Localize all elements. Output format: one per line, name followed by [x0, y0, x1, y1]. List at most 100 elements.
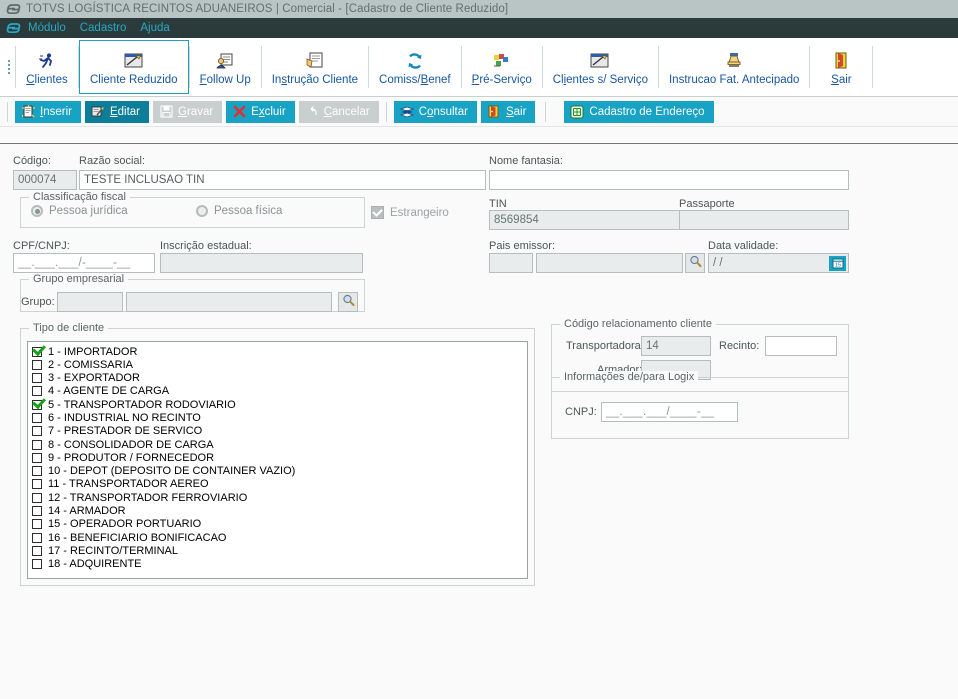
totvs-logo-icon-menubar [6, 22, 21, 34]
tipo-cliente-item[interactable]: 6 - INDUSTRIAL NO RECINTO [32, 411, 527, 424]
codigo-field[interactable]: 000074 [13, 170, 77, 190]
checkbox-icon[interactable] [32, 506, 42, 517]
estrangeiro-checkbox[interactable]: Estrangeiro [371, 206, 449, 219]
checkbox-icon[interactable] [32, 519, 42, 530]
tipo-cliente-item[interactable]: 7 - PRESTADOR DE SERVICO [32, 425, 527, 438]
red-x-icon [232, 105, 246, 119]
data-validade-label: Data validade: [708, 240, 779, 252]
tipo-cliente-item[interactable]: 4 - AGENTE DE CARGA [32, 385, 527, 398]
pais-emissor-name-input[interactable] [536, 253, 683, 273]
toolbar-item-follow-up[interactable]: Follow Up [190, 38, 261, 96]
tipo-cliente-item[interactable]: 5 - TRANSPORTADOR RODOVIARIO [32, 398, 527, 411]
checkbox-checked-icon[interactable] [32, 399, 42, 410]
tin-label: TIN [489, 198, 507, 210]
gravar-button[interactable]: Gravar [153, 100, 223, 123]
toolbar-item-label: Instrução Cliente [271, 73, 359, 86]
inserir-button[interactable]: Inserir [15, 100, 81, 123]
toolbar-item-label: Follow Up [199, 73, 251, 86]
window-titlebar: TOTVS LOGÍSTICA RECINTOS ADUANEIROS | Co… [0, 0, 958, 18]
calendar-icon[interactable]: 15 [829, 255, 846, 271]
tipo-cliente-item[interactable]: 1 - IMPORTADOR [32, 345, 527, 358]
tipo-cliente-item-label: 11 - TRANSPORTADOR AEREO [48, 478, 209, 491]
tipo-cliente-item[interactable]: 16 - BENEFICIARIO BONIFICACAO [32, 531, 527, 544]
checkbox-icon[interactable] [32, 559, 42, 570]
tipo-cliente-item-label: 18 - ADQUIRENTE [48, 558, 142, 571]
radio-pessoa-juridica[interactable]: Pessoa jurídica [31, 205, 128, 217]
cpf-cnpj-input[interactable]: __.___.___/-____-__ [13, 253, 155, 273]
grupo-code-input[interactable] [57, 292, 123, 312]
tipo-cliente-item[interactable]: 8 - CONSOLIDADOR DE CARGA [32, 438, 527, 451]
checkbox-checked-icon[interactable] [32, 346, 42, 357]
tipo-cliente-item[interactable]: 17 - RECINTO/TERMINAL [32, 544, 527, 557]
action-separator-2 [385, 101, 387, 122]
sair-button[interactable]: Sair [480, 100, 536, 123]
checkbox-icon[interactable] [32, 545, 42, 556]
tipo-cliente-item[interactable]: 11 - TRANSPORTADOR AEREO [32, 478, 527, 491]
cadastro-endereco-button[interactable]: Cadastro de Endereço [564, 100, 714, 123]
grupo-empresarial-legend: Grupo empresarial [29, 273, 129, 285]
tipo-cliente-item[interactable]: 9 - PRODUTOR / FORNECEDOR [32, 451, 527, 464]
checkbox-icon[interactable] [32, 479, 42, 490]
grupo-name-input[interactable] [126, 292, 332, 312]
data-validade-input[interactable]: / / 15 [708, 253, 849, 273]
cancelar-button[interactable]: Cancelar [298, 100, 379, 123]
tipo-cliente-item[interactable]: 18 - ADQUIRENTE [32, 558, 527, 571]
toolbar-item-clientes-sem-servico[interactable]: Clientes s/ Serviço [543, 38, 658, 96]
editar-button[interactable]: Editar [84, 100, 150, 123]
tipo-cliente-item[interactable]: 12 - TRANSPORTADOR FERROVIARIO [32, 491, 527, 504]
recinto-input[interactable] [765, 336, 837, 356]
tipo-cliente-item[interactable]: 14 - ARMADOR [32, 505, 527, 518]
checkbox-icon[interactable] [32, 439, 42, 450]
radio-pessoa-fisica[interactable]: Pessoa física [196, 205, 282, 217]
pais-emissor-code-input[interactable] [489, 253, 533, 273]
checkbox-icon[interactable] [32, 373, 42, 384]
nome-fantasia-input[interactable] [489, 170, 849, 190]
checkbox-icon[interactable] [32, 426, 42, 437]
tipo-cliente-item[interactable]: 3 - EXPORTADOR [32, 372, 527, 385]
checkbox-icon[interactable] [32, 532, 42, 543]
pais-emissor-lookup-button[interactable] [685, 253, 705, 273]
grupo-lookup-button[interactable] [338, 292, 358, 312]
tipo-cliente-item[interactable]: 15 - OPERADOR PORTUARIO [32, 518, 527, 531]
tipo-cliente-item[interactable]: 2 - COMISSARIA [32, 358, 527, 371]
tin-input[interactable]: 8569854 [489, 210, 680, 230]
tipo-de-cliente-list[interactable]: 1 - IMPORTADOR 2 - COMISSARIA 3 - EXPORTAD… [27, 341, 528, 579]
toolbar-item-comiss-benef[interactable]: Comiss/Benef [369, 38, 461, 96]
tipo-cliente-item[interactable]: 10 - DEPOT (DEPOSITO DE CONTAINER VAZIO) [32, 465, 527, 478]
checkbox-icon[interactable] [32, 492, 42, 503]
toolbar-item-instrucao-cliente[interactable]: Instrução Cliente [262, 38, 368, 96]
menu-item-cadastro[interactable]: Cadastro [79, 22, 127, 34]
checkbox-icon[interactable] [32, 452, 42, 463]
checkbox-icon[interactable] [32, 412, 42, 423]
toolbar-item-pre-servico[interactable]: Pré-Serviço [462, 38, 542, 96]
toolbar-item-cliente-reduzido[interactable]: Cliente Reduzido [79, 40, 189, 94]
toolbar-item-sair[interactable]: Sair [810, 38, 872, 96]
transportadora-input[interactable]: 14 [641, 336, 711, 356]
toolbar-drag-handle[interactable] [0, 38, 15, 96]
tipo-cliente-item-label: 17 - RECINTO/TERMINAL [48, 544, 178, 557]
passaporte-input[interactable] [679, 210, 849, 230]
inscricao-estadual-label: Inscrição estadual: [160, 240, 252, 252]
inscricao-estadual-input[interactable] [160, 253, 363, 273]
checkbox-icon[interactable] [32, 466, 42, 477]
logix-cnpj-input[interactable]: __.___.___/____-__ [601, 402, 738, 422]
toolbar-item-instrucao-fat-antecipado[interactable]: Instrucao Fat. Antecipado [659, 38, 809, 96]
razao-social-input[interactable]: TESTE INCLUSAO TIN [79, 170, 486, 190]
toolbar-separator [260, 46, 262, 88]
consultar-button[interactable]: Consultar [393, 100, 477, 123]
menu-item-ajuda[interactable]: Ajuda [140, 22, 170, 34]
tipo-cliente-item-label: 1 - IMPORTADOR [48, 345, 138, 358]
toolbar-item-clientes[interactable]: Clientes [16, 38, 78, 96]
menubar: Módulo Cadastro Ajuda [0, 18, 958, 38]
document-hand-icon [305, 50, 325, 72]
toolbar-separator [809, 46, 811, 88]
checkbox-icon[interactable] [32, 359, 42, 370]
new-document-icon [21, 105, 35, 119]
menu-item-modulo[interactable]: Módulo [28, 22, 66, 34]
toolbar-item-label: Sair [831, 73, 852, 86]
running-person-icon [38, 50, 56, 72]
tipo-de-cliente-group: Tipo de cliente 1 - IMPORTADOR 2 - COMISS… [20, 322, 535, 586]
checkbox-icon[interactable] [32, 386, 42, 397]
tipo-cliente-item-label: 3 - EXPORTADOR [48, 372, 140, 385]
excluir-button[interactable]: Excluir [226, 100, 295, 123]
